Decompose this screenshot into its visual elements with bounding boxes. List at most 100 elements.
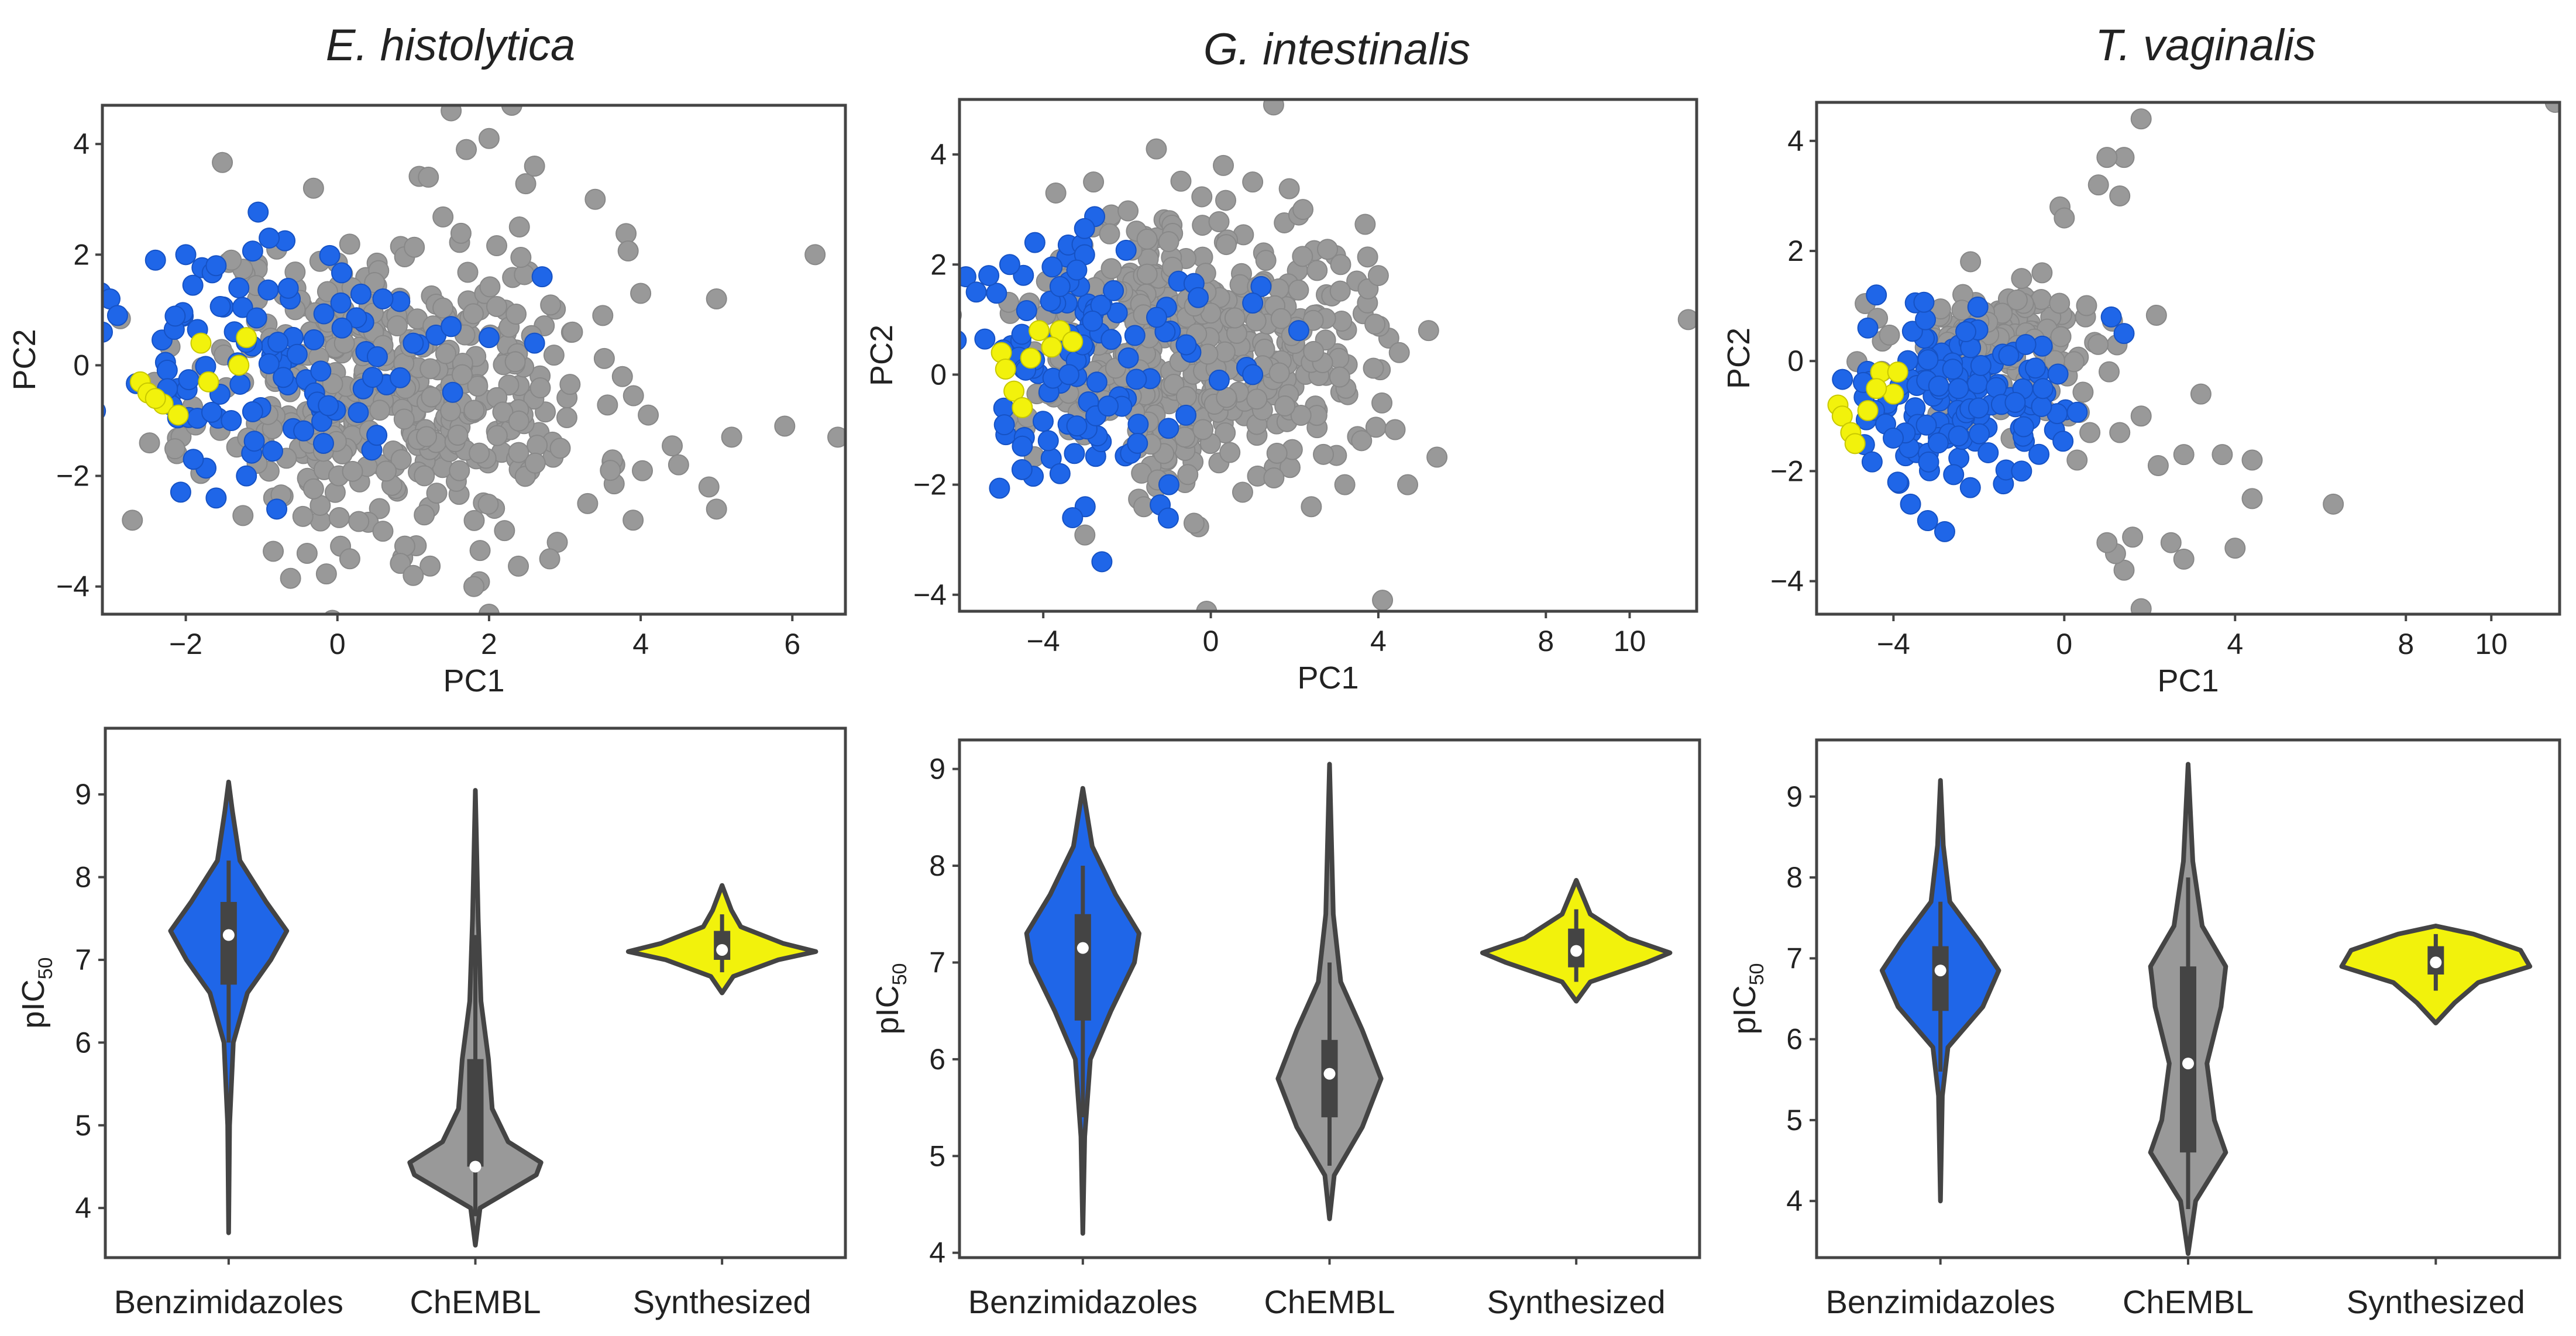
y-tick-label: 2 <box>73 238 90 271</box>
y-tick-label: 9 <box>1786 780 1803 813</box>
x-axis-label: PC1 <box>2157 663 2219 698</box>
scatter-point <box>1887 471 1908 493</box>
scatter-point <box>145 388 166 409</box>
scatter-point <box>1127 432 1148 454</box>
scatter-point <box>540 294 562 316</box>
y-tick-label: 7 <box>929 946 945 979</box>
scatter-point <box>1219 442 1241 463</box>
scatter-point <box>600 460 621 481</box>
scatter-point <box>2160 532 2182 553</box>
x-tick-label: −4 <box>1027 625 1060 657</box>
scatter-point <box>1677 309 1697 330</box>
scatter-point <box>2031 395 2052 417</box>
scatter-point <box>1934 521 1955 542</box>
scatter-point <box>2054 207 2075 229</box>
scatter-point <box>504 351 526 373</box>
scatter-point <box>559 374 581 395</box>
scatter-point <box>372 288 394 309</box>
scatter-point <box>508 442 529 463</box>
scatter-point <box>390 449 412 470</box>
scatter-point <box>1074 218 1095 239</box>
scatter-point <box>1384 419 1406 440</box>
scatter-point <box>827 426 845 448</box>
scatter-point <box>2011 268 2032 290</box>
scatter-point <box>205 255 227 277</box>
scatter-point <box>442 381 463 403</box>
scatter-point <box>2241 488 2263 509</box>
scatter-point <box>1351 430 1373 452</box>
scatter-point <box>449 460 470 481</box>
y-tick-label: 9 <box>929 753 945 786</box>
scatter-point <box>221 410 242 432</box>
y-tick-label: 5 <box>1786 1104 1803 1137</box>
scatter-point <box>164 438 185 460</box>
y-tick-label: 7 <box>1786 942 1803 975</box>
scatter-point <box>348 402 369 423</box>
scatter-point <box>390 553 411 574</box>
x-tick-label: 0 <box>1203 625 1219 657</box>
scatter-point <box>478 327 500 349</box>
scatter-point <box>1208 369 1230 391</box>
scatter-point <box>1397 474 1419 495</box>
scatter-point <box>280 567 301 589</box>
scatter-point <box>2031 262 2053 284</box>
scatter-point <box>1250 276 1272 297</box>
scatter-point <box>597 394 618 416</box>
scatter-point <box>404 236 425 258</box>
scatter-point <box>1861 451 1883 473</box>
x-tick-label: 4 <box>1370 625 1387 657</box>
scatter-point <box>1371 392 1393 414</box>
scatter-point <box>1857 317 1879 339</box>
scatter-point <box>1232 481 1253 503</box>
scatter-point <box>435 343 456 364</box>
scatter-point <box>390 367 411 388</box>
y-tick-label: 4 <box>73 128 90 160</box>
scatter-point <box>1288 279 1309 301</box>
y-axis-label-subscript: 50 <box>35 958 57 980</box>
violin-iqr-box <box>1932 946 1949 1011</box>
scatter-point <box>1948 425 1969 447</box>
scatter-point <box>1288 320 1309 342</box>
scatter-point <box>1215 422 1236 443</box>
scatter-point <box>1158 474 1179 495</box>
scatter-point <box>1274 395 1296 417</box>
plot-frame-2 <box>1815 101 2561 616</box>
scatter-point <box>1915 309 1937 330</box>
scatter-point <box>1266 442 1288 464</box>
scatter-point <box>175 244 197 266</box>
scatter-point <box>978 265 1000 287</box>
scatter-point <box>1960 251 1982 273</box>
scatter-point <box>804 244 826 266</box>
scatter-point <box>1126 369 1147 390</box>
scatter-point <box>1998 345 2020 366</box>
violin-median <box>1570 945 1583 957</box>
scatter-point <box>2130 108 2152 130</box>
scatter-points-0 <box>102 105 845 614</box>
scatter-point <box>524 452 546 474</box>
scatter-point <box>293 420 315 442</box>
scatter-point <box>106 305 128 326</box>
scatter-point <box>183 449 204 470</box>
scatter-point <box>1246 388 1268 410</box>
category-label: Synthesized <box>2347 1283 2525 1320</box>
scatter-point <box>1045 182 1067 204</box>
scatter-point <box>1844 433 1866 454</box>
scatter-point <box>1928 375 1949 397</box>
scatter-point <box>1215 234 1237 256</box>
scatter-point <box>1086 371 1108 393</box>
violin-median <box>2430 956 2442 969</box>
scatter-point <box>331 262 352 284</box>
scatter-point <box>209 296 231 318</box>
scatter-point <box>1032 411 1054 432</box>
scatter-point <box>362 367 383 388</box>
x-tick-label: −4 <box>1877 628 1910 660</box>
y-axis-label-subscript: 50 <box>889 963 911 986</box>
scatter-point <box>1158 418 1179 439</box>
scatter-point <box>2130 405 2152 427</box>
x-tick-label: 6 <box>784 628 800 660</box>
scatter-point <box>2224 538 2246 559</box>
scatter-point <box>965 281 987 303</box>
scatter-point <box>414 504 435 526</box>
